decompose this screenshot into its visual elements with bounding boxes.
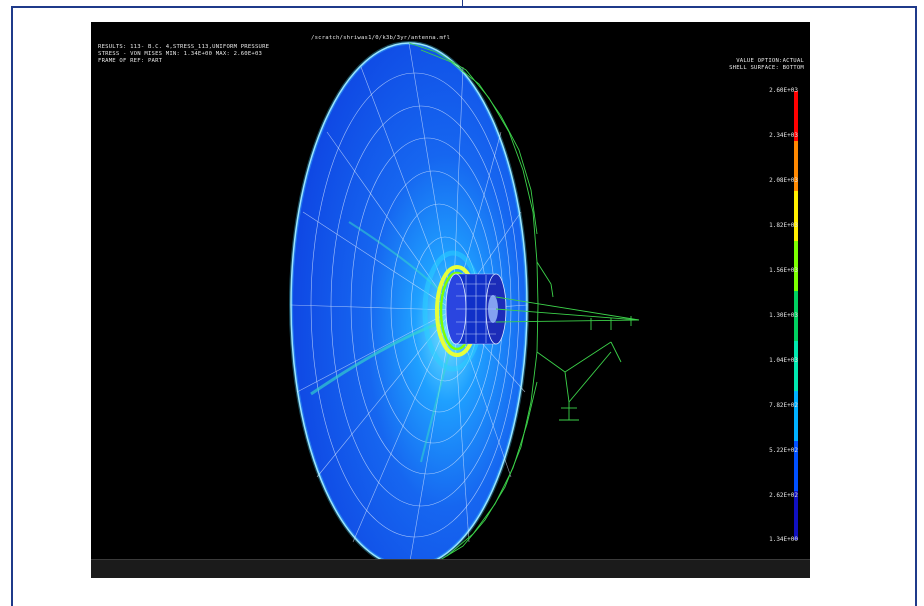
- legend-label: 2.62E+02: [769, 492, 798, 499]
- legend-label: 1.04E+03: [769, 357, 798, 364]
- legend-label: 5.22E+02: [769, 447, 798, 454]
- legend-label: 1.56E+03: [769, 267, 798, 274]
- legend-label: 2.34E+03: [769, 132, 798, 139]
- page-frame: [11, 6, 917, 606]
- frame-of-reference: FRAME OF REF: PART: [98, 58, 163, 64]
- value-option: VALUE OPTION:ACTUAL: [736, 58, 804, 64]
- legend-label: 2.60E+03: [769, 87, 798, 94]
- support-truss: [408, 42, 640, 568]
- antenna-stress-plot: [289, 41, 798, 569]
- hub-cylinder: [445, 273, 507, 345]
- legend-colorbar: [794, 91, 798, 540]
- viewport-status-bar: [91, 559, 810, 578]
- legend-label: 1.82E+03: [769, 222, 798, 229]
- fea-viewport[interactable]: /scratch/shriwas1/0/k3b/3yr/antenna.mfl …: [91, 22, 810, 578]
- file-path: /scratch/shriwas1/0/k3b/3yr/antenna.mfl: [311, 35, 451, 41]
- results-line: RESULTS: 113- B.C. 4,STRESS_113,UNIFORM …: [98, 44, 270, 50]
- top-tick: [462, 0, 463, 6]
- legend-label: 1.30E+03: [769, 312, 798, 319]
- legend-label: 7.82E+02: [769, 402, 798, 409]
- shell-surface: SHELL SURFACE: BOTTOM: [729, 65, 804, 71]
- legend-label: 2.08E+03: [769, 177, 798, 184]
- legend-label: 1.34E+00: [769, 536, 798, 543]
- stress-range-line: STRESS - VON MISES MIN: 1.34E+00 MAX: 2.…: [98, 51, 263, 57]
